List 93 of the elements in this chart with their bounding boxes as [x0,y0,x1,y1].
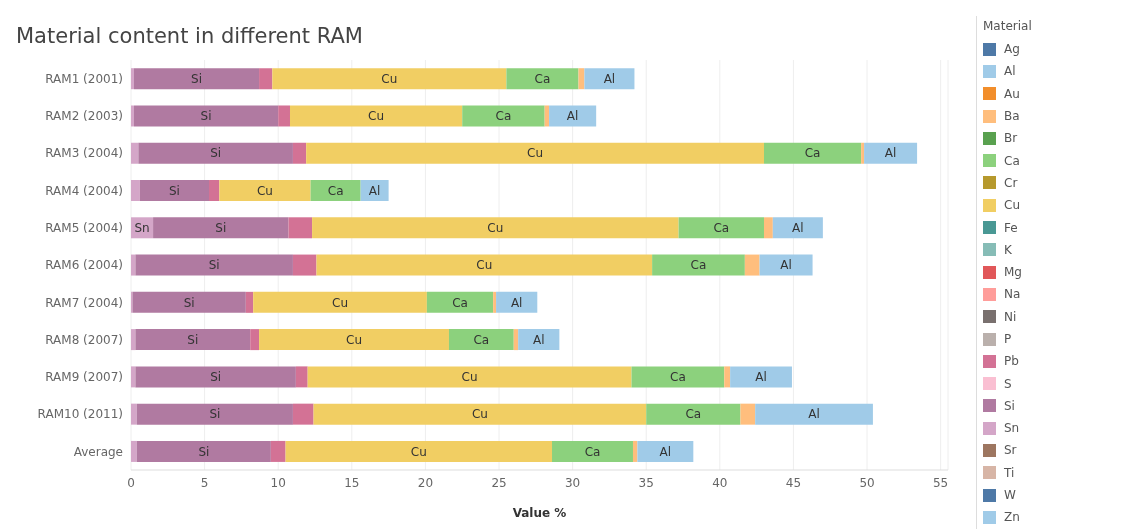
legend-label: Sr [1004,443,1017,458]
legend-label: Si [1004,398,1015,413]
y-tick-label: RAM5 (2004) [45,220,123,235]
legend-label: Fe [1004,220,1018,235]
y-tick-label: RAM3 (2004) [45,146,123,161]
data-label: Al [780,258,792,273]
data-label: Ca [804,146,821,161]
legend-label: Zn [1004,510,1020,525]
data-label: Si [191,71,202,86]
data-label: Ca [685,407,702,422]
data-label: Si [187,332,199,347]
data-label: Ca [327,183,344,198]
data-label: Ca [690,258,707,273]
legend-label: Cu [1004,198,1020,213]
data-label: Ca [584,444,601,459]
data-label: Si [200,109,212,124]
data-label: Si [168,183,180,198]
data-label: Sn [134,220,150,235]
y-tick-label: RAM4 (2004) [45,183,123,198]
data-label: Al [532,332,545,347]
legend-label: Br [1004,131,1018,146]
x-axis-title: Value % [512,505,567,520]
data-label: Ca [713,220,730,235]
data-label: Cu [471,407,488,422]
legend-label: Pb [1004,354,1019,369]
data-label: Al [603,71,616,86]
legend-label: Cr [1004,175,1018,190]
data-label: Al [755,370,767,385]
data-label: Si [209,407,221,422]
x-tick-label: 20 [417,475,434,490]
x-tick-label: 40 [712,475,728,490]
legend-label: K [1004,242,1012,257]
data-label: Si [215,220,227,235]
x-tick-label: 50 [859,475,875,490]
legend-label: P [1004,332,1012,346]
x-tick-label: 35 [638,475,654,490]
y-tick-label: RAM10 (2011) [37,407,123,422]
y-tick-label: Average [73,444,123,459]
data-label: Cu [461,370,478,385]
data-label: Cu [332,295,349,310]
data-label: Cu [381,71,398,86]
y-tick-label: RAM7 (2004) [45,295,123,310]
x-tick-label: 5 [200,475,209,490]
x-tick-label: 0 [127,475,135,490]
data-label: Si [210,146,222,161]
data-label: Al [884,146,897,161]
legend-label: Ti [1004,465,1015,480]
data-label: Si [208,258,220,273]
y-tick-label: RAM6 (2004) [45,258,123,273]
data-label: Si [210,370,222,385]
legend-label: Ca [1004,153,1020,168]
data-label: Ca [473,332,490,347]
data-label: Cu [487,220,504,235]
x-tick-label: 45 [785,475,802,490]
y-tick-label: RAM8 (2007) [45,332,123,347]
data-label: Al [659,444,672,459]
data-label: Al [792,220,804,235]
data-label: Al [566,109,579,124]
data-label: Cu [346,332,363,347]
legend-label: S [1004,376,1012,391]
legend-label: Na [1004,287,1021,302]
x-tick-label: 10 [270,475,286,490]
legend-label: Al [1004,64,1016,79]
data-label: Cu [256,183,273,198]
data-label: Cu [527,146,544,161]
x-tick-label: 55 [933,475,949,490]
y-tick-label: RAM9 (2007) [45,370,123,385]
data-label: Ca [495,109,512,124]
data-label: Ca [670,370,686,385]
data-label: Cu [410,444,427,459]
data-label: Si [183,295,195,310]
legend-label: Ba [1004,109,1020,124]
data-label: Cu [476,258,493,273]
x-tick-label: 30 [564,475,581,490]
data-label: Si [198,444,210,459]
x-tick-label: 25 [491,475,507,490]
chart-title: Material content in different RAM [16,24,363,48]
y-tick-label: RAM2 (2003) [45,109,123,124]
data-label: Al [510,295,523,310]
data-label: Ca [534,71,551,86]
legend-label: Ni [1004,309,1017,324]
legend-title: Material [983,18,1033,35]
data-label: Ca [452,295,468,310]
legend-label: Ag [1004,42,1020,57]
legend-label: Sn [1004,421,1020,436]
legend-label: Au [1004,86,1020,101]
data-label: Cu [368,109,385,124]
y-tick-label: RAM1 (2001) [45,71,123,86]
legend-label: W [1004,488,1016,503]
x-tick-label: 15 [344,475,360,490]
data-label: Al [368,183,381,198]
data-label: Al [808,407,820,422]
legend-label: Mg [1004,265,1022,280]
